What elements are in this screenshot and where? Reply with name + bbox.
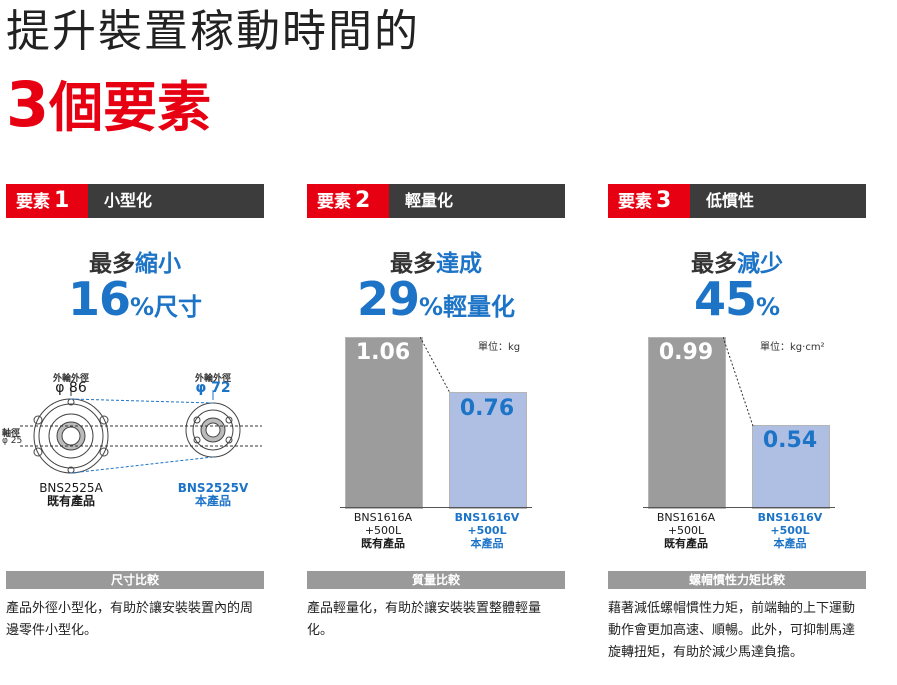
shaft-dia-value: φ 25 — [2, 436, 23, 446]
factor2-connector — [420, 337, 451, 394]
factor2-tag-number: 2 — [355, 188, 371, 213]
factor3-lead-a: 最多 — [691, 251, 737, 277]
factor3-tag-number: 3 — [656, 188, 672, 213]
right-outer-dia-value: φ 72 — [195, 380, 231, 396]
factor3-axis — [643, 507, 835, 508]
factor1-big-number: 16 — [67, 272, 131, 326]
factor3-lead: 最多減少 — [608, 244, 866, 278]
factor2-existing-model: BNS1616A — [353, 511, 413, 524]
factor2-existing-label: BNS1616A +500L 既有產品 — [340, 511, 426, 550]
factor2-existing-type: 既有產品 — [361, 537, 405, 550]
factor1-big-stat: 16%尺寸 — [6, 272, 264, 326]
factor2-big-unit: % — [418, 293, 444, 321]
shaft-dia-label: 軸徑 — [2, 429, 21, 439]
factor3-lead-b: 減少 — [737, 251, 783, 277]
factor3-existing-model: BNS1616A — [656, 511, 716, 524]
factor3-bar-new-value: 0.54 — [762, 428, 818, 453]
factor2-new-length: +500L — [467, 524, 507, 537]
page-title-line2: 3個要素 — [6, 70, 211, 143]
factor1-tag: 要素 1 — [6, 184, 88, 218]
factor2-lead-b: 達成 — [436, 251, 482, 277]
factor2-new-type: 本產品 — [470, 537, 504, 550]
factor3-header: 要素 3 低慣性 — [608, 184, 866, 218]
factor3-new-label: BNS1616V +500L 本產品 — [747, 511, 833, 550]
factor2-unit: 單位：kg — [478, 342, 521, 353]
page-title-line1: 提升裝置稼動時間的 — [6, 6, 420, 57]
new-model-label: BNS2525V — [177, 481, 249, 495]
factor1-lead-b: 縮小 — [135, 251, 181, 277]
factor1-desc: 產品外徑小型化，有助於讓安裝裝置內的周邊零件小型化。 — [6, 601, 254, 638]
new-bearing-drawing — [185, 402, 241, 458]
factor1-big-sub: 尺寸 — [154, 293, 203, 321]
existing-type-label: 既有產品 — [46, 494, 95, 508]
factor3-existing-type: 既有產品 — [664, 537, 708, 550]
factor2-lead: 最多達成 — [307, 244, 565, 278]
factor1-big-unit: % — [129, 293, 155, 321]
factor3-bar-new — [752, 425, 830, 509]
factor1-name: 小型化 — [104, 191, 153, 210]
factor3-new-type: 本產品 — [773, 537, 807, 550]
factor2-bar-existing-value: 1.06 — [355, 340, 411, 365]
factor2-existing-length: +500L — [364, 524, 402, 537]
factor3-big-number: 45 — [693, 272, 757, 326]
factor3-big-unit: % — [755, 293, 781, 321]
factor2-lead-a: 最多 — [390, 251, 436, 277]
factor2-desc: 產品輕量化，有助於讓安裝裝置整體輕量化。 — [307, 601, 542, 638]
factor3-big-stat: 45% — [608, 272, 866, 326]
factor2-bar-new-value: 0.76 — [459, 396, 515, 421]
factor2-tag-label: 要素 — [317, 192, 351, 212]
factor1-lead-a: 最多 — [89, 251, 135, 277]
factor1-footer: 尺寸比較 — [6, 571, 264, 589]
factor3-name: 低慣性 — [706, 191, 755, 210]
factor3-tag: 要素 3 — [608, 184, 690, 218]
factor3-new-model: BNS1616V — [757, 511, 823, 524]
factor3-desc: 藉著減低螺帽慣性力矩，前端軸的上下運動動作會更加高速、順暢。此外，可抑制馬達旋轉… — [608, 601, 856, 660]
factor2-footer: 質量比較 — [307, 571, 565, 589]
factor1-tag-number: 1 — [54, 188, 70, 213]
factor2-bar-new — [449, 392, 527, 509]
factor3-existing-length: +500L — [667, 524, 705, 537]
factor3-footer: 螺帽慣性力矩比較 — [608, 571, 866, 589]
left-outer-dia-label: 外輪外徑 — [52, 374, 89, 384]
factor1-tag-label: 要素 — [16, 192, 50, 212]
factor2-big-stat: 29%輕量化 — [307, 272, 565, 326]
factor2-new-label: BNS1616V +500L 本產品 — [444, 511, 530, 550]
factor3-connector — [723, 337, 754, 427]
factor3-bar-existing — [648, 337, 726, 509]
existing-bearing-drawing — [33, 398, 109, 474]
factor3-bar-existing-value: 0.99 — [658, 340, 714, 365]
factor2-bar-existing — [345, 337, 423, 509]
left-outer-dia-value: φ 86 — [55, 380, 87, 396]
factor2-name: 輕量化 — [405, 191, 454, 210]
factor1-lead: 最多縮小 — [6, 244, 264, 278]
factor1-header: 要素 1 小型化 — [6, 184, 264, 218]
right-outer-dia-label: 外輪外徑 — [194, 374, 231, 384]
new-type-label: 本產品 — [194, 494, 231, 508]
factor3-existing-label: BNS1616A +500L 既有產品 — [643, 511, 729, 550]
factor2-header: 要素 2 輕量化 — [307, 184, 565, 218]
factor2-big-sub: 輕量化 — [443, 293, 516, 321]
factor3-tag-label: 要素 — [618, 192, 652, 212]
factor2-big-number: 29 — [356, 272, 420, 326]
factor2-new-model: BNS1616V — [454, 511, 520, 524]
factor3-unit: 單位：kg·cm² — [760, 342, 825, 353]
title-rest: 個要素 — [49, 76, 212, 139]
title-number: 3 — [6, 68, 50, 141]
factor2-axis — [340, 507, 532, 508]
factor2-tag: 要素 2 — [307, 184, 389, 218]
size-comparison-diagram — [20, 384, 262, 474]
factor3-new-length: +500L — [770, 524, 810, 537]
existing-model-label: BNS2525A — [39, 481, 103, 495]
